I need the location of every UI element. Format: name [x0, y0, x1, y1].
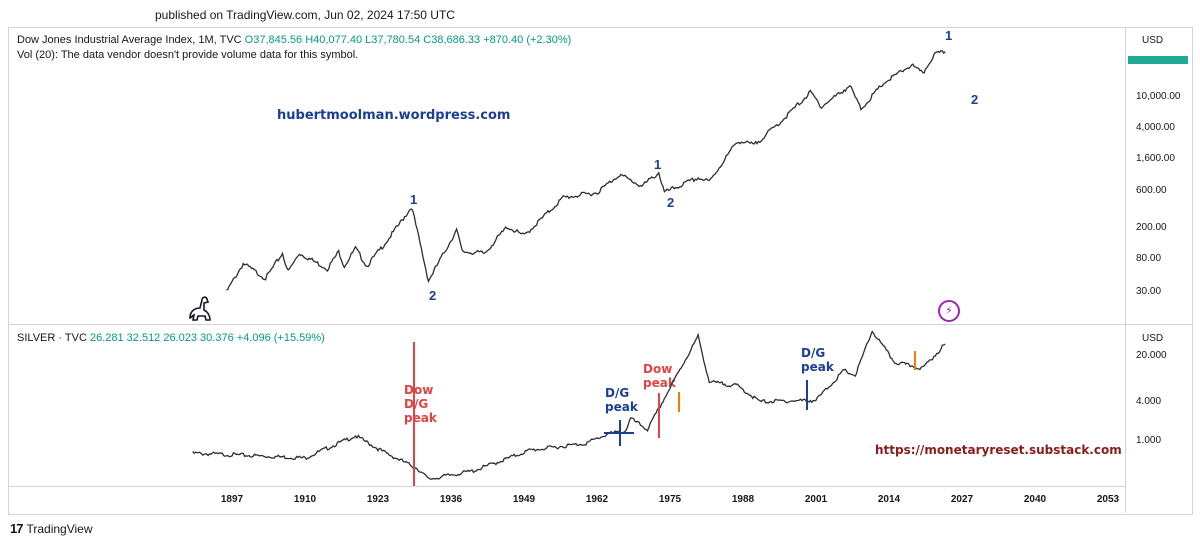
x-axis-tick: 1975 — [658, 494, 682, 505]
silver-y-tick: 4.000 — [1136, 395, 1162, 407]
price-axis-divider — [1125, 27, 1126, 513]
ann-line: D/G — [605, 386, 630, 400]
x-axis-tick: 2040 — [1023, 494, 1047, 505]
x-axis-tick: 2053 — [1096, 494, 1120, 505]
x-axis-tick: 1897 — [220, 494, 244, 505]
dow-y-tick: 1,600.00 — [1136, 152, 1175, 164]
ann-line: peak — [643, 376, 676, 390]
dow-y-tick: 30.00 — [1136, 286, 1162, 297]
x-axis-tick: 1988 — [731, 494, 755, 505]
silver-legend[interactable]: SILVER · TVC 26.281 32.512 26.023 30.376… — [17, 332, 325, 344]
tradingview-brand: TradingView — [26, 521, 93, 536]
wave-2-1966: 2 — [667, 195, 675, 210]
dow-y-tick: 80.00 — [1136, 253, 1162, 265]
dow-y-tick: 4,000.00 — [1136, 121, 1175, 133]
dow-peak-1972: Dow peak — [643, 362, 676, 390]
dow-legend[interactable]: Dow Jones Industrial Average Index, 1M, … — [17, 34, 571, 46]
silver-currency[interactable]: USD — [1142, 333, 1164, 344]
ann-line: peak — [605, 400, 638, 414]
silver-y-tick: 20.000 — [1136, 350, 1167, 361]
dg-peak-1965: D/G peak — [605, 386, 638, 414]
dow-y-tick: 200.00 — [1136, 222, 1167, 234]
monetaryreset-url: https://monetaryreset.substack.com — [875, 443, 1122, 457]
dow-y-tick: 600.00 — [1136, 185, 1167, 197]
dinosaur-icon — [189, 296, 211, 321]
x-axis-tick: 2001 — [804, 494, 828, 505]
wave-1-2024: 1 — [945, 28, 953, 43]
published-note: published on TradingView.com, Jun 02, 20… — [155, 8, 455, 22]
volume-note: Vol (20): The data vendor doesn't provid… — [17, 49, 359, 61]
x-axis-tick: 2027 — [950, 494, 974, 505]
tradingview-footer[interactable]: 17 TradingView — [10, 521, 93, 536]
pane-divider[interactable] — [8, 324, 1192, 325]
dow-dg-peak-1929: Dow D/G peak — [404, 383, 437, 425]
wave-2-future: 2 — [971, 92, 979, 107]
silver-legend-title: SILVER · TVC — [17, 332, 87, 344]
dow-currency[interactable]: USD — [1142, 35, 1164, 46]
dg-peak-2000: D/G peak — [801, 346, 834, 374]
dow-legend-title: Dow Jones Industrial Average Index, 1M, … — [17, 34, 242, 46]
wave-1-1966: 1 — [654, 157, 662, 172]
chart-frame — [8, 27, 1193, 515]
ann-line: D/G — [404, 397, 429, 411]
hubertmoolman-url: hubertmoolman.wordpress.com — [277, 108, 511, 123]
x-axis-tick: 1910 — [293, 494, 317, 505]
time-axis-divider — [8, 486, 1126, 487]
dow-price-line — [226, 50, 946, 291]
wave-2-1932: 2 — [429, 288, 437, 303]
x-axis-tick: 1923 — [366, 494, 390, 505]
silver-price-line — [192, 330, 946, 480]
dow-y-tick: 10,000.00 — [1136, 91, 1181, 102]
x-axis-tick: 1962 — [585, 494, 609, 505]
silver-y-tick: 1.000 — [1136, 435, 1162, 446]
lightning-icon[interactable]: ⚡ — [938, 300, 960, 322]
x-axis-tick: 1936 — [439, 494, 463, 505]
ann-line: D/G — [801, 346, 826, 360]
ann-line: Dow — [404, 383, 434, 397]
dow-last-price-tag — [1128, 56, 1188, 64]
dow-legend-values: O37,845.56 H40,077.40 L37,780.54 C38,686… — [244, 34, 572, 46]
wave-1-1929: 1 — [410, 192, 418, 207]
ann-line: Dow — [643, 362, 673, 376]
ann-line: peak — [404, 411, 437, 425]
silver-legend-values: 26.281 32.512 26.023 30.376 +4.096 (+15.… — [89, 332, 325, 344]
x-axis-tick: 1949 — [512, 494, 536, 505]
ann-line: peak — [801, 360, 834, 374]
x-axis-tick: 2014 — [877, 494, 901, 505]
tradingview-logo-icon: 17 — [10, 521, 24, 536]
